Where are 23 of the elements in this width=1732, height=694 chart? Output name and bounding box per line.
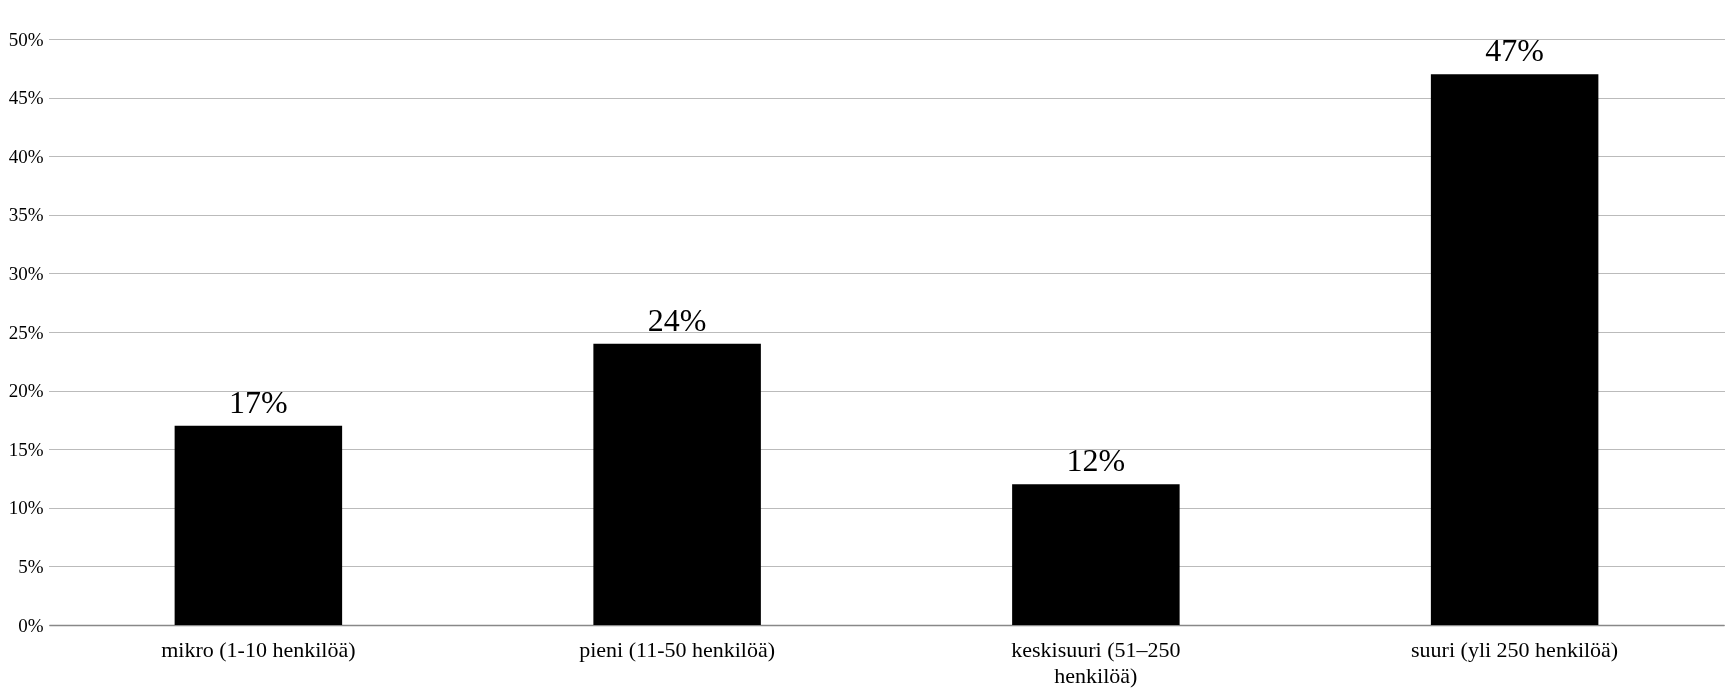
y-tick-label: 20% [8,380,44,402]
bar [1012,484,1180,625]
y-tick-label: 10% [8,497,44,519]
x-tick-label: suuri (yli 250 henkilöä) [1411,636,1619,662]
data-label: 17% [229,383,288,420]
bar [174,425,343,625]
x-tick-label: mikro (1-10 henkilöä) [161,636,356,662]
bar [593,343,761,625]
y-tick-label: 0% [18,614,44,636]
bar [1430,74,1599,625]
y-tick-label: 5% [18,555,44,577]
y-tick-label: 50% [8,28,44,50]
data-label: 12% [1066,442,1126,479]
x-tick-label: keskisuuri (51–250 henkilöä) [1011,636,1181,688]
x-tick-label: pieni (11-50 henkilöä) [579,636,776,662]
y-tick-label: 15% [8,438,44,460]
data-label: 47% [1485,32,1544,69]
y-tick-label: 30% [8,262,44,284]
y-tick-label: 35% [8,204,44,226]
y-tick-label: 40% [8,145,44,167]
data-label: 24% [647,301,707,338]
y-tick-label: 25% [8,321,44,343]
y-tick-label: 45% [8,87,44,109]
